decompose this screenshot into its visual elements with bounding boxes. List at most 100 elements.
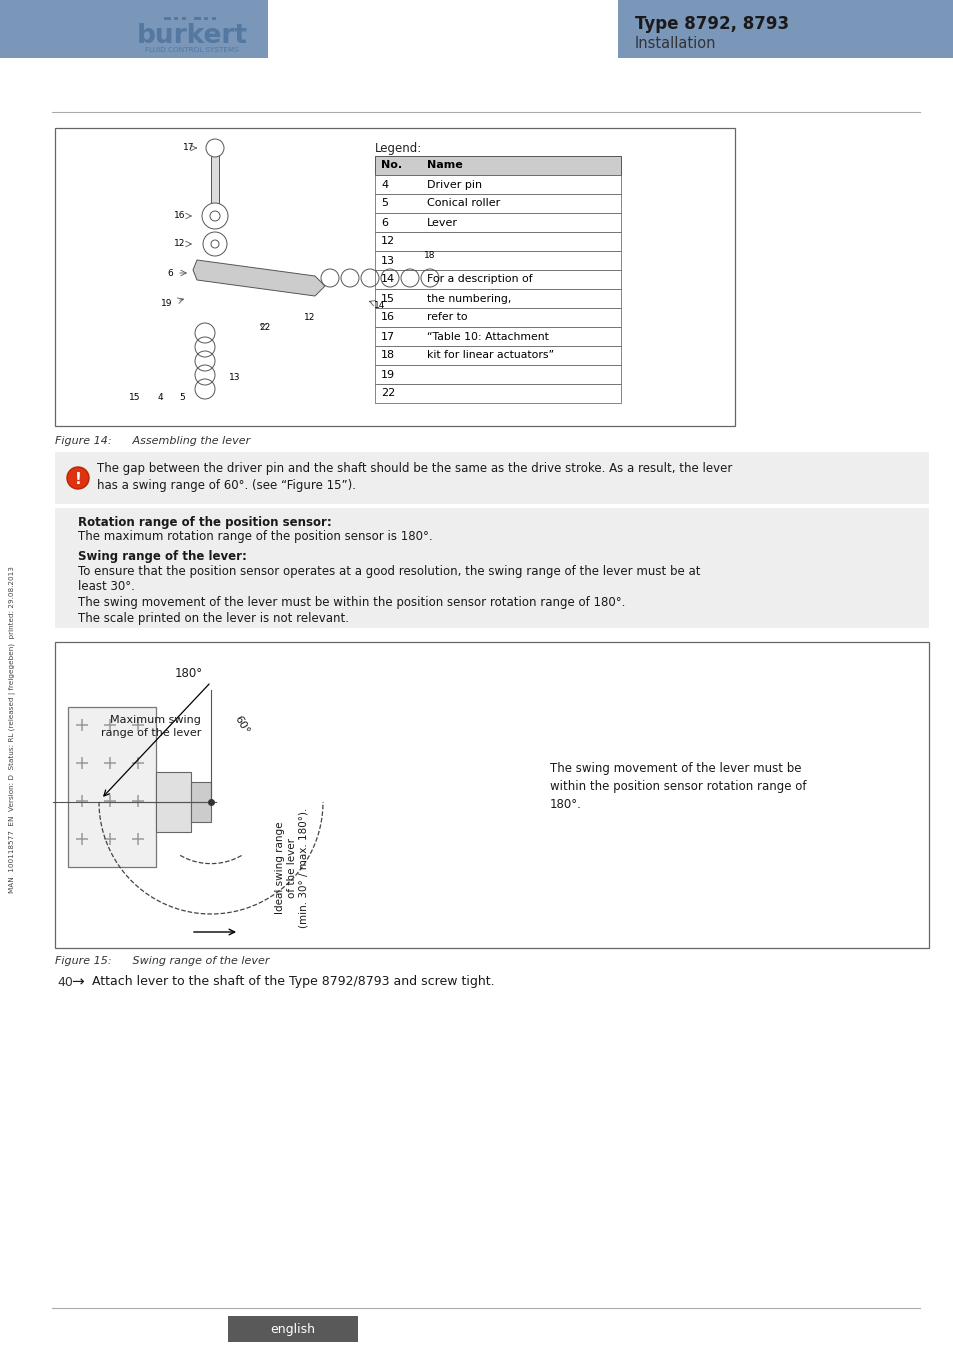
Text: Figure 15:: Figure 15:	[55, 956, 112, 967]
Polygon shape	[193, 261, 325, 296]
Text: Installation: Installation	[635, 36, 716, 51]
Bar	[68, 707, 156, 867]
Text: 17: 17	[380, 332, 395, 342]
Text: 22: 22	[380, 389, 395, 398]
Text: 40: 40	[57, 976, 72, 988]
Text: burkert: burkert	[136, 23, 247, 49]
Bar	[375, 157, 620, 176]
Bar	[55, 128, 734, 427]
Text: Driver pin: Driver pin	[427, 180, 481, 189]
Text: Attach lever to the shaft of the Type 8792/8793 and screw tight.: Attach lever to the shaft of the Type 87…	[91, 976, 494, 988]
Text: 22: 22	[259, 324, 271, 332]
Text: range of the lever: range of the lever	[100, 728, 201, 738]
Circle shape	[210, 211, 220, 221]
Text: 60°: 60°	[233, 714, 252, 736]
Bar	[164, 18, 171, 20]
Text: refer to: refer to	[427, 312, 467, 323]
Text: Type 8792, 8793: Type 8792, 8793	[635, 15, 788, 32]
Text: Swing range of the lever: Swing range of the lever	[115, 956, 269, 967]
Text: Ideal swing range
of the lever
(min. 30° / max. 180°).: Ideal swing range of the lever (min. 30°…	[274, 807, 308, 927]
Text: !: !	[74, 471, 81, 486]
Bar	[375, 383, 620, 404]
Bar	[375, 176, 620, 194]
Text: 17: 17	[183, 143, 194, 153]
Text: Swing range of the lever:: Swing range of the lever:	[78, 549, 247, 563]
Bar	[375, 364, 620, 383]
Text: kit for linear actuators”: kit for linear actuators”	[427, 351, 554, 360]
Bar	[173, 18, 178, 20]
Text: Name: Name	[427, 161, 462, 170]
Text: 14: 14	[380, 274, 395, 285]
Bar	[375, 289, 620, 308]
Text: 4: 4	[380, 180, 388, 189]
Bar	[211, 150, 219, 205]
Text: 13: 13	[229, 374, 240, 382]
Text: Figure 14:: Figure 14:	[55, 436, 112, 446]
Bar	[193, 18, 201, 20]
Text: 19: 19	[161, 298, 172, 308]
Text: Maximum swing: Maximum swing	[110, 716, 201, 725]
Text: 19: 19	[380, 370, 395, 379]
Text: 180°: 180°	[174, 667, 203, 680]
Circle shape	[203, 232, 227, 256]
Text: “Table 10: Attachment: “Table 10: Attachment	[427, 332, 548, 342]
Circle shape	[211, 240, 219, 248]
Text: The gap between the driver pin and the shaft should be the same as the drive str: The gap between the driver pin and the s…	[97, 462, 732, 475]
Bar	[375, 194, 620, 213]
Text: 16: 16	[380, 312, 395, 323]
Bar	[375, 308, 620, 327]
Bar	[375, 346, 620, 365]
Text: Lever: Lever	[427, 217, 457, 228]
Text: 12: 12	[304, 313, 315, 323]
Text: MAN  100118577  EN  Version: D  Status: RL (released | freigegeben)  printed: 29: MAN 100118577 EN Version: D Status: RL (…	[10, 567, 16, 894]
Bar	[191, 782, 211, 822]
Text: Assembling the lever: Assembling the lever	[115, 436, 250, 446]
Text: 15: 15	[380, 293, 395, 304]
Text: No.: No.	[380, 161, 402, 170]
Bar	[212, 18, 215, 20]
Bar	[182, 18, 186, 20]
Text: For a description of: For a description of	[427, 274, 532, 285]
Text: 5: 5	[380, 198, 388, 208]
Bar	[55, 452, 928, 504]
Circle shape	[202, 202, 228, 230]
Bar	[375, 251, 620, 270]
Bar	[375, 327, 620, 346]
Text: →: →	[71, 975, 84, 990]
Circle shape	[206, 139, 224, 157]
Text: Rotation range of the position sensor:: Rotation range of the position sensor:	[78, 516, 332, 529]
Bar	[156, 772, 191, 832]
Bar	[55, 643, 928, 948]
Bar	[204, 18, 208, 20]
Text: 12: 12	[380, 236, 395, 247]
Text: 4: 4	[157, 393, 163, 402]
Text: 6: 6	[380, 217, 388, 228]
Text: 6: 6	[167, 269, 172, 278]
Text: has a swing range of 60°. (see “Figure 15”).: has a swing range of 60°. (see “Figure 1…	[97, 479, 355, 491]
Text: The scale printed on the lever is not relevant.: The scale printed on the lever is not re…	[78, 612, 349, 625]
Text: FLUID CONTROL SYSTEMS: FLUID CONTROL SYSTEMS	[145, 47, 238, 53]
Text: 18: 18	[424, 251, 436, 261]
Text: 15: 15	[129, 393, 141, 402]
Text: least 30°.: least 30°.	[78, 580, 134, 593]
Bar	[0, 0, 268, 58]
Text: To ensure that the position sensor operates at a good resolution, the swing rang: To ensure that the position sensor opera…	[78, 566, 700, 578]
Text: english: english	[271, 1323, 315, 1335]
Bar	[228, 1316, 357, 1342]
Text: 18: 18	[380, 351, 395, 360]
Circle shape	[67, 467, 89, 489]
Text: 13: 13	[380, 255, 395, 266]
Text: Conical roller: Conical roller	[427, 198, 499, 208]
Text: 14: 14	[374, 301, 385, 310]
Bar	[375, 213, 620, 232]
Text: 16: 16	[174, 212, 186, 220]
Text: the numbering,: the numbering,	[427, 293, 511, 304]
Bar	[375, 232, 620, 251]
Text: The maximum rotation range of the position sensor is 180°.: The maximum rotation range of the positi…	[78, 531, 432, 543]
Bar	[375, 270, 620, 289]
Bar	[55, 508, 928, 628]
Bar	[618, 0, 953, 58]
Text: The swing movement of the lever must be within the position sensor rotation rang: The swing movement of the lever must be …	[78, 595, 625, 609]
Text: 12: 12	[174, 239, 186, 248]
Text: Legend:: Legend:	[375, 142, 422, 155]
